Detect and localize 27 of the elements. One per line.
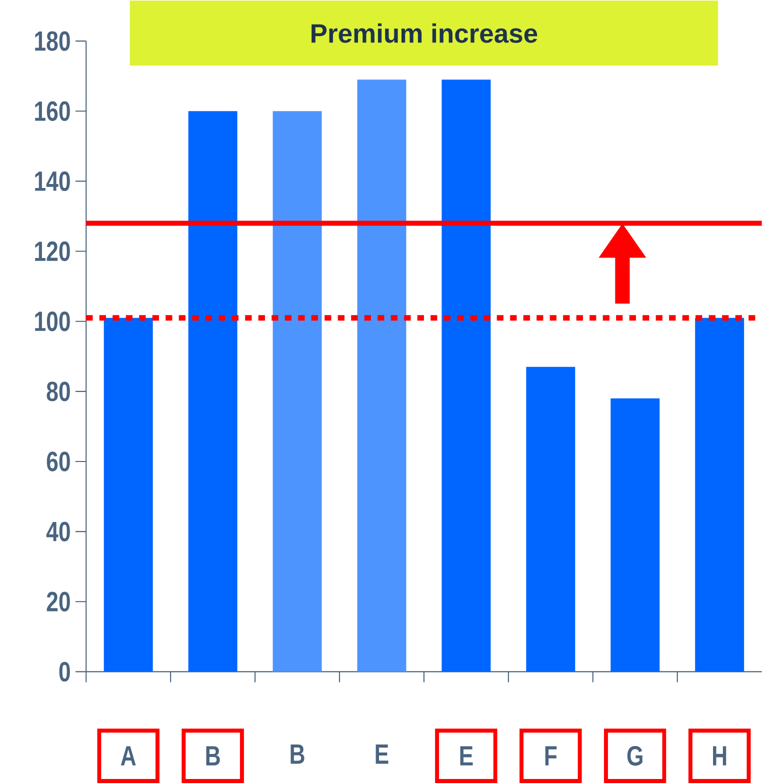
y-tick-label: 180 [35,31,70,51]
y-tick-label: 80 [46,382,70,402]
bar [695,318,744,672]
x-tick-label: A [121,746,136,766]
bar [357,80,406,672]
y-tick-label: 40 [46,522,70,542]
y-tick-label: 0 [60,662,70,682]
y-tick-label: 140 [35,171,70,192]
x-tick-label: B [290,744,304,764]
y-tick-label: 100 [35,312,70,332]
y-tick-label: 20 [47,592,70,612]
x-tick-label: B [206,746,220,766]
y-tick-label: 120 [35,241,70,262]
x-tick-label: F [546,746,557,766]
x-tick-label: E [376,744,388,764]
x-tick-label: E [460,746,473,766]
chart-title: Premium increase [312,23,538,43]
bar [272,111,322,672]
x-tick-label: H [713,746,726,766]
bar [610,398,660,672]
bar [104,318,154,672]
y-tick-label: 160 [35,101,70,121]
bar [188,111,238,672]
y-tick-label: 60 [47,452,70,472]
x-tick-label: G [628,746,643,766]
bar [442,80,491,672]
bar [526,366,576,672]
